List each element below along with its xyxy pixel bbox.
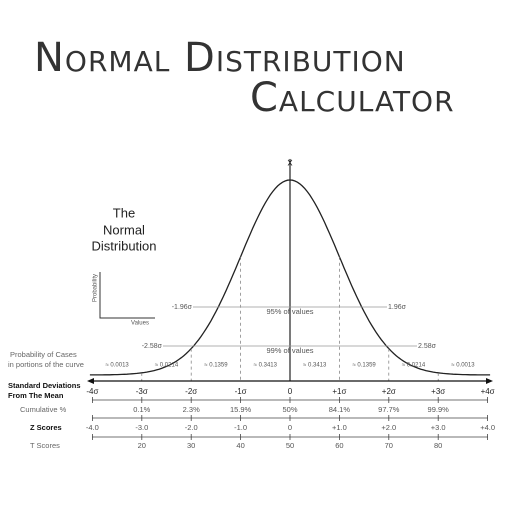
row-value: 15.9% bbox=[230, 405, 252, 414]
inset-text: The bbox=[113, 205, 135, 220]
row-value: -3σ bbox=[136, 387, 148, 396]
row-value: 50 bbox=[286, 441, 294, 450]
curve-group: ≈ 0.0013 ≈ 0.0214 ≈ 0.1359 ≈ 0.3413 ≈ 0.3413… bbox=[89, 179, 491, 381]
inset-text: Distribution bbox=[91, 238, 156, 253]
probability-label: in portions of the curve bbox=[8, 360, 84, 369]
interval-99-label: 99% of values bbox=[266, 346, 313, 355]
row-value: +1.0 bbox=[332, 423, 347, 432]
row-label: Cumulative % bbox=[20, 405, 67, 414]
row-value: 97.7% bbox=[378, 405, 400, 414]
row-value: 50% bbox=[282, 405, 297, 414]
row-label: T Scores bbox=[30, 441, 60, 450]
probability-value: ≈ 0.1359 bbox=[204, 363, 228, 369]
interval-label: 2.58σ bbox=[418, 343, 437, 350]
row-value: 30 bbox=[187, 441, 195, 450]
row-label: From The Mean bbox=[8, 391, 64, 400]
row-value: -4σ bbox=[86, 387, 98, 396]
inset-text: Normal bbox=[103, 222, 145, 237]
row-value: 80 bbox=[434, 441, 442, 450]
row-value: +2σ bbox=[382, 387, 396, 396]
row-value: 0 bbox=[288, 423, 292, 432]
row-value: 40 bbox=[236, 441, 244, 450]
row-value: 0.1% bbox=[133, 405, 150, 414]
interval-label: -1.96σ bbox=[172, 304, 193, 311]
row-value: +3σ bbox=[431, 387, 445, 396]
row-value: 20 bbox=[138, 441, 146, 450]
row-value: -3.0 bbox=[135, 423, 148, 432]
row-value: 99.9% bbox=[428, 405, 450, 414]
probability-value: ≈ 0.3413 bbox=[254, 363, 278, 369]
row-value: +4σ bbox=[481, 387, 495, 396]
title-line-2: Calculator bbox=[250, 75, 455, 121]
row-value: -2σ bbox=[185, 387, 197, 396]
probability-value: ≈ 0.0013 bbox=[451, 363, 475, 369]
interval-95-label: 95% of values bbox=[266, 307, 313, 316]
row-value: +3.0 bbox=[431, 423, 446, 432]
row-value: -4.0 bbox=[86, 423, 99, 432]
probability-value: ≈ 0.0214 bbox=[155, 363, 179, 369]
row-value: +4.0 bbox=[480, 423, 495, 432]
probability-value: ≈ 0.0214 bbox=[402, 363, 426, 369]
row-value: -2.0 bbox=[185, 423, 198, 432]
row-value: +1σ bbox=[332, 387, 346, 396]
inset-axes bbox=[99, 272, 155, 319]
row-label: Z Scores bbox=[30, 423, 62, 432]
probability-label: Probability of Cases bbox=[10, 350, 77, 359]
interval-label: 1.96σ bbox=[388, 304, 407, 311]
row-value: 0 bbox=[288, 387, 293, 396]
probability-value: ≈ 0.1359 bbox=[352, 363, 376, 369]
row-value: -1σ bbox=[235, 387, 247, 396]
mean-label: x̄ bbox=[288, 158, 293, 169]
row-value: -1.0 bbox=[234, 423, 247, 432]
row-value: 60 bbox=[335, 441, 343, 450]
row-value: 70 bbox=[385, 441, 393, 450]
interval-label: -2.58σ bbox=[142, 343, 163, 350]
row-value: 84.1% bbox=[329, 405, 351, 414]
title-line-1: Normal Distribution bbox=[34, 35, 406, 81]
inset-y-label: Probability bbox=[93, 274, 99, 302]
row-value: +2.0 bbox=[381, 423, 396, 432]
probability-value: ≈ 0.0013 bbox=[105, 363, 129, 369]
probability-value: ≈ 0.3413 bbox=[303, 363, 327, 369]
row-label: Standard Deviations bbox=[8, 381, 81, 390]
row-value: 2.3% bbox=[183, 405, 200, 414]
inset-x-label: Values bbox=[131, 321, 149, 327]
